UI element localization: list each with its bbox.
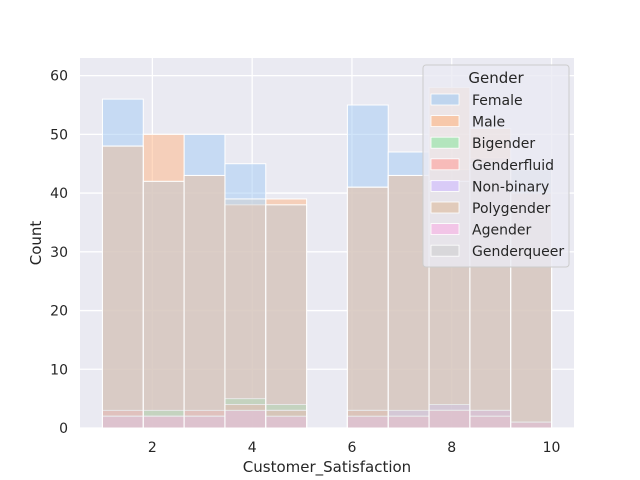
y-tick-label: 0 — [59, 421, 68, 437]
legend-label: Bigender — [472, 136, 535, 152]
y-tick-label: 40 — [50, 186, 68, 202]
legend-box — [422, 64, 570, 268]
legend-swatch — [430, 158, 460, 171]
legend-items: Female Male Bigender Genderfluid Non-binary P… — [430, 93, 564, 260]
legend-swatch — [430, 244, 460, 257]
legend-swatch — [430, 93, 460, 106]
x-tick-label: 10 — [543, 440, 561, 456]
legend-swatch — [430, 201, 460, 214]
legend-swatch — [430, 179, 460, 192]
legend-swatch — [430, 115, 460, 127]
x-tick-labels: 2 4 6 8 10 — [148, 440, 561, 456]
legend-label: Polygender — [472, 201, 551, 217]
legend-label: Agender — [472, 223, 531, 239]
legend-swatch — [430, 223, 460, 236]
histogram-bar — [101, 145, 144, 429]
histogram-bar — [142, 180, 185, 429]
x-tick-label: 6 — [347, 440, 356, 456]
histogram-bar — [265, 204, 308, 429]
x-tick-label: 4 — [248, 440, 257, 456]
legend-swatch — [430, 136, 460, 149]
legend-label: Genderqueer — [472, 244, 564, 260]
legend-label: Male — [472, 115, 505, 131]
x-tick-label: 8 — [447, 440, 456, 456]
histogram-bar — [183, 174, 226, 429]
histogram-bar — [224, 198, 267, 429]
histogram-bar — [387, 174, 430, 429]
y-tick-label: 60 — [50, 69, 68, 85]
y-tick-labels: 0 10 20 30 40 50 60 — [50, 69, 68, 437]
x-axis-label: Customer_Satisfaction — [243, 458, 411, 477]
y-tick-label: 20 — [50, 304, 68, 320]
y-tick-label: 30 — [50, 245, 68, 261]
legend-label: Genderfluid — [472, 158, 554, 174]
y-tick-label: 50 — [50, 127, 68, 143]
histogram-bar — [346, 186, 389, 429]
x-tick-label: 2 — [148, 440, 157, 456]
y-axis-label: Count — [27, 221, 45, 266]
legend-label: Female — [472, 93, 523, 109]
legend: Gender Female Male Bigender Genderfluid Non-… — [422, 64, 570, 268]
y-tick-label: 10 — [50, 362, 68, 378]
legend-label: Non-binary — [472, 179, 549, 195]
legend-title: Gender — [468, 69, 524, 87]
